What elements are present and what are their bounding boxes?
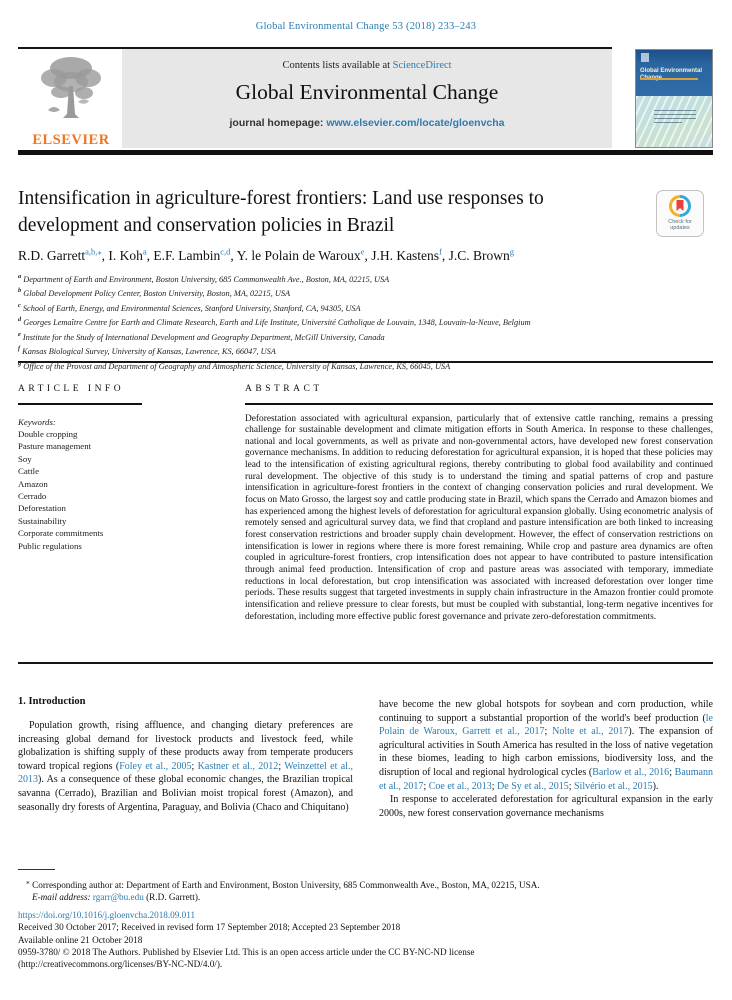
introduction-heading: 1. Introduction (18, 696, 86, 707)
author-name: E.F. Lambinc,d (153, 246, 236, 263)
sciencedirect-link[interactable]: ScienceDirect (392, 60, 452, 71)
author-name: Y. le Polain de Warouxe (237, 246, 372, 263)
citation-link[interactable]: Foley et al., 2005 (119, 760, 192, 772)
abstract-heading: ABSTRACT (245, 384, 323, 394)
badge-label: Check for updates (668, 219, 692, 231)
author-name: R.D. Garretta,b,⁎ (18, 246, 108, 263)
citation-link[interactable]: Nolte et al., 2017 (552, 726, 629, 738)
author-name: J.H. Kastensf (371, 246, 448, 263)
footnote-separator (18, 869, 55, 870)
journal-cover-top: Global Environmental Change (636, 50, 712, 96)
cover-publisher-mark (641, 53, 649, 62)
section-divider-rule (18, 361, 713, 363)
running-head-citation: Global Environmental Change 53 (2018) 23… (255, 21, 477, 32)
corresponding-marker: ⁎ (26, 877, 30, 886)
article-info-heading: ARTICLE INFO (18, 384, 125, 394)
citation-link[interactable]: Baumann et al., 2017 (379, 766, 713, 792)
citation-link[interactable]: le Polain de Waroux, Garrett et al., 201… (379, 712, 713, 738)
author-affiliation-sup: g (509, 246, 515, 256)
author-affiliation-sup: a,b,⁎ (85, 246, 102, 256)
citation-link[interactable]: Silvério et al., 2015 (573, 780, 653, 792)
received-dates: Received 30 October 2017; Received in re… (18, 922, 401, 933)
citation-link[interactable]: Barlow et al., 2016 (592, 766, 670, 778)
contents-prefix: Contents lists available at (282, 60, 393, 71)
affiliations-list: a Department of Earth and Environment, B… (18, 271, 708, 372)
abstract-text: Deforestation associated with agricultur… (245, 413, 713, 622)
check-for-updates-badge[interactable]: Check for updates (656, 190, 704, 237)
email-note: E-mail address: rgarr@bu.edu (R.D. Garre… (18, 891, 713, 903)
intro-paragraph-2: In response to accelerated deforestation… (379, 794, 713, 819)
elsevier-wordmark: ELSEVIER (32, 132, 110, 148)
journal-title: Global Environmental Change (235, 80, 499, 104)
keywords-list: Double cropping Pasture management Soy C… (18, 428, 230, 552)
elsevier-tree-icon (41, 57, 101, 118)
email-link[interactable]: rgarr@bu.edu (92, 892, 144, 903)
author-name: J.C. Browng (448, 246, 515, 263)
keyword-item: Sustainability (18, 515, 67, 526)
intro-paragraph-1-continued: have become the new global hotspots for … (379, 699, 713, 792)
keyword-item: Cerrado (18, 490, 47, 501)
keywords-label: Keywords: (18, 416, 56, 427)
journal-cover-thumbnail[interactable]: Global Environmental Change (635, 49, 713, 148)
cover-fineprint-lines (654, 110, 696, 126)
crossmark-icon (669, 195, 691, 217)
journal-homepage-link[interactable]: www.elsevier.com/locate/gloenvcha (326, 117, 505, 129)
author-affiliation-sup: c,d (220, 246, 231, 256)
abstract-rule (245, 403, 713, 405)
author-affiliation-sup: e (360, 246, 365, 256)
doi-link[interactable]: https://doi.org/10.1016/j.gloenvcha.2018… (18, 910, 196, 920)
keyword-item: Soy (18, 453, 32, 464)
affiliation-item: b Global Development Policy Center, Bost… (18, 287, 291, 299)
abstract-bottom-rule (18, 662, 713, 664)
homepage-line: journal homepage: www.elsevier.com/locat… (122, 117, 612, 129)
contents-line: Contents lists available at ScienceDirec… (122, 60, 612, 71)
abstract-column: ABSTRACT Deforestation associated with a… (245, 384, 713, 623)
footnote-block: ⁎ Corresponding author at: Department of… (18, 876, 713, 903)
affiliation-item: g Office of the Provost and Department o… (18, 359, 451, 371)
keyword-item: Deforestation (18, 503, 66, 514)
author-name: I. Koha (108, 246, 153, 263)
keyword-item: Corporate commitments (18, 528, 104, 539)
author-affiliation-sup: f (439, 246, 442, 256)
affiliation-item: d Georges Lemaître Centre for Earth and … (18, 316, 531, 328)
citation-link[interactable]: De Sy et al., 2015 (497, 780, 569, 792)
journal-cover-globe-art (636, 96, 712, 147)
corresponding-author-note: ⁎ Corresponding author at: Department of… (18, 876, 713, 891)
affiliation-item: a Department of Earth and Environment, B… (18, 273, 390, 284)
copyright-line: 0959-3780/ © 2018 The Authors. Published… (18, 946, 475, 957)
available-online: Available online 21 October 2018 (18, 934, 143, 945)
affiliation-item: e Institute for the Study of Internation… (18, 330, 385, 342)
affiliation-item: f Kansas Biological Survey, University o… (18, 345, 276, 357)
citation-link[interactable]: Weinzettel et al., 2013 (18, 760, 353, 786)
corresponding-text: Corresponding author at: Department of E… (29, 880, 540, 891)
masthead-bottom-bar (18, 150, 713, 155)
affiliation-item: c School of Earth, Energy, and Environme… (18, 301, 361, 313)
authors-line: R.D. Garretta,b,⁎ I. Koha E.F. Lambinc,d… (18, 246, 698, 264)
body-column-left: Population growth, rising affluence, and… (18, 719, 353, 814)
citation-link[interactable]: Coe et al., 2013 (428, 780, 492, 792)
homepage-label: journal homepage: (229, 117, 327, 129)
body-column-right: have become the new global hotspots for … (379, 698, 713, 820)
keyword-item: Double cropping (18, 428, 78, 439)
publication-info: https://doi.org/10.1016/j.gloenvcha.2018… (18, 909, 713, 970)
keyword-item: Pasture management (18, 441, 92, 452)
article-info-rule (18, 403, 142, 405)
article-info-column: ARTICLE INFO Keywords: Double cropping P… (18, 384, 230, 552)
keyword-item: Amazon (18, 478, 48, 489)
cover-subtitle-bar (640, 78, 698, 80)
article-title: Intensification in agriculture-forest fr… (18, 188, 544, 236)
author-affiliation-sup: a (142, 246, 147, 256)
intro-paragraph-1: Population growth, rising affluence, and… (18, 720, 353, 813)
journal-masthead: Contents lists available at ScienceDirec… (122, 49, 612, 148)
citation-link[interactable]: Kastner et al., 2012 (197, 760, 279, 772)
keyword-item: Cattle (18, 466, 40, 477)
elsevier-logo: ELSEVIER (22, 52, 120, 148)
email-label: E-mail address: (32, 892, 91, 903)
keyword-item: Public regulations (18, 540, 82, 551)
masthead-top-rule (18, 47, 612, 49)
license-line: (http://creativecommons.org/licenses/BY-… (18, 959, 223, 970)
email-suffix: (R.D. Garrett). (146, 892, 201, 903)
